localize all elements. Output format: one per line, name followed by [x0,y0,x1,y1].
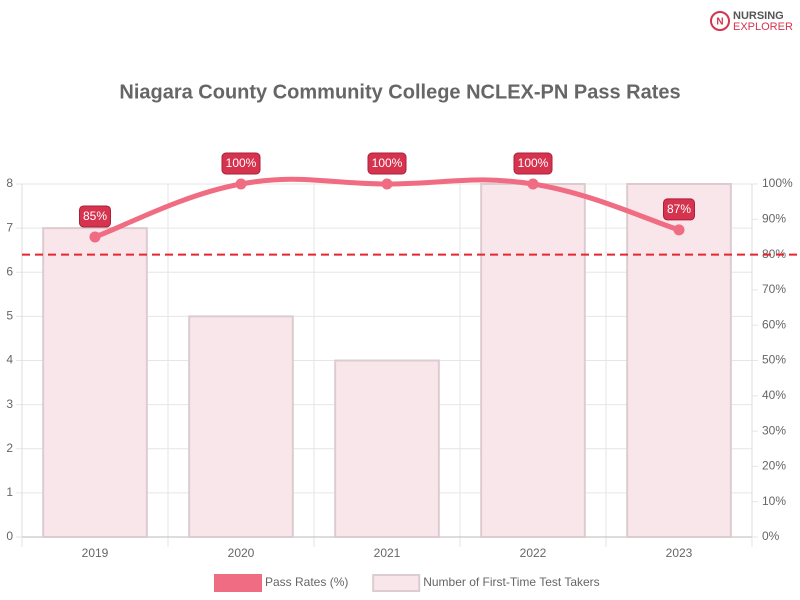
bar [480,183,586,538]
data-label: 85% [83,209,107,223]
y2-tick-label: 100% [762,176,793,190]
y-tick-label: 8 [6,176,13,190]
y-tick-label: 7 [6,220,13,234]
data-label-box [367,152,407,175]
y-tick-label: 3 [6,397,13,411]
y-tick-label: 5 [6,309,13,323]
logo-text: NURSING [733,10,784,22]
y2-tick-label: 70% [762,282,786,296]
data-label-box [663,198,695,221]
logo-icon [710,11,730,31]
data-label-box [79,205,111,228]
bar [42,227,148,538]
y2-tick-label: 90% [762,211,786,225]
y-tick-label: 2 [6,441,13,455]
legend-label: Pass Rates (%) [265,575,348,589]
legend-swatch [214,574,262,592]
x-tick-label: 2021 [374,546,401,560]
x-tick-label: 2019 [82,546,109,560]
x-tick-label: 2023 [666,546,693,560]
data-label: 87% [667,202,691,216]
y2-tick-label: 80% [762,247,786,261]
bar [188,315,294,538]
bar [334,359,440,538]
y-tick-label: 0 [6,529,13,543]
y2-tick-label: 60% [762,317,786,331]
chart-title: Niagara County Community College NCLEX-P… [119,81,680,103]
y-tick-label: 1 [6,485,13,499]
y-tick-label: 6 [6,264,13,278]
point [527,178,539,190]
y2-tick-label: 0% [762,529,780,543]
logo-mark: N [716,17,723,28]
legend-label: Number of First-Time Test Takers [423,575,599,589]
data-label-box [513,152,553,175]
data-label: 100% [226,156,257,170]
logo: N NURSING EXPLORER [710,10,793,33]
logo-text: EXPLORER [733,21,793,33]
y2-tick-label: 10% [762,494,786,508]
legend-swatch [372,574,421,592]
data-label: 100% [372,156,403,170]
point [381,178,393,190]
y2-tick-label: 20% [762,459,786,473]
x-tick-label: 2020 [228,546,255,560]
y-tick-label: 4 [6,353,13,367]
point [235,178,247,190]
x-tick-label: 2022 [520,546,547,560]
data-label-box [221,152,261,175]
bar [626,183,732,538]
data-label: 100% [518,156,549,170]
y2-tick-label: 40% [762,388,786,402]
y2-tick-label: 50% [762,353,786,367]
y2-tick-label: 30% [762,423,786,437]
point [673,224,685,236]
point [89,231,101,243]
